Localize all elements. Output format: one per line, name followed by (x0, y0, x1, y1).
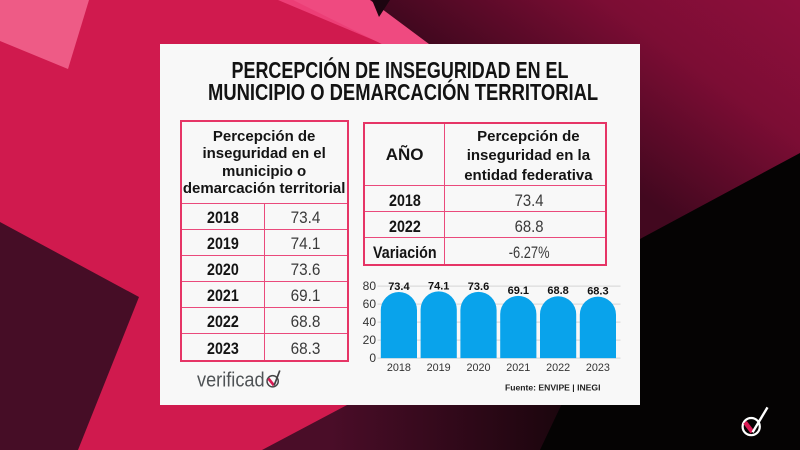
svg-text:0: 0 (369, 351, 376, 365)
svg-text:73.6: 73.6 (468, 281, 489, 293)
svg-text:2019: 2019 (427, 362, 451, 374)
svg-text:69.1: 69.1 (508, 285, 529, 297)
svg-text:20: 20 (363, 333, 377, 347)
svg-text:80: 80 (363, 279, 377, 293)
svg-text:2020: 2020 (466, 362, 490, 374)
svg-text:40: 40 (363, 315, 377, 329)
svg-text:2022: 2022 (546, 362, 570, 374)
svg-text:2021: 2021 (506, 362, 530, 374)
svg-text:60: 60 (363, 297, 377, 311)
svg-text:2018: 2018 (387, 362, 411, 374)
svg-text:74.1: 74.1 (428, 280, 449, 292)
svg-text:68.3: 68.3 (587, 286, 608, 298)
svg-text:68.8: 68.8 (547, 285, 568, 297)
svg-text:2023: 2023 (586, 362, 610, 374)
svg-text:verificad: verificad (197, 368, 265, 391)
svg-text:73.4: 73.4 (388, 281, 410, 293)
svg-text:Fuente: ENVIPE | INEGI: Fuente: ENVIPE | INEGI (505, 382, 601, 392)
